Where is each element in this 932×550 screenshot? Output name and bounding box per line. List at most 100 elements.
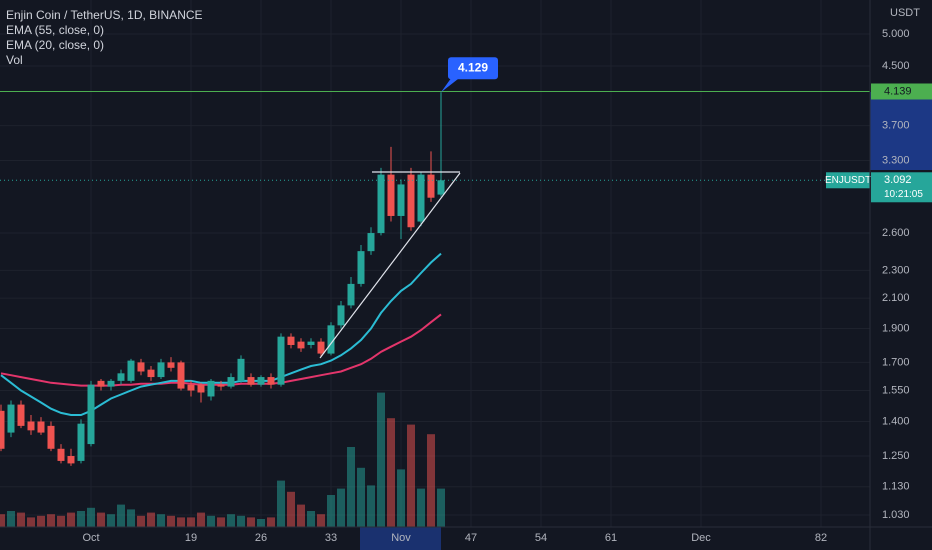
volume-bar xyxy=(387,418,395,527)
candle-body xyxy=(437,180,445,195)
candle-body xyxy=(207,380,215,397)
candle-body xyxy=(147,369,155,378)
candle-body xyxy=(47,425,55,449)
overlay: 4.139 ENJUSDT 3.092 10:21:05 4.129 xyxy=(0,57,932,203)
y-tick-label: 4.500 xyxy=(882,60,910,72)
candle-body xyxy=(307,341,315,345)
volume-bar xyxy=(367,485,375,527)
symbol-box xyxy=(826,172,870,189)
volume-bar xyxy=(437,488,445,527)
legend-entry: EMA (20, close, 0) xyxy=(6,38,104,52)
volume-pane xyxy=(0,392,445,527)
candles xyxy=(0,92,445,466)
candle-body xyxy=(57,448,65,461)
x-tick-label: Dec xyxy=(691,532,711,544)
candle-body xyxy=(367,233,375,252)
volume-bar xyxy=(187,517,195,527)
volume-bar xyxy=(47,514,55,527)
volume-bar xyxy=(127,509,135,527)
volume-bar xyxy=(237,515,245,527)
candle-body xyxy=(27,421,35,431)
callout-box xyxy=(448,57,498,80)
candle-body xyxy=(137,362,145,372)
volume-bar xyxy=(157,514,165,527)
time-range-highlight xyxy=(360,527,441,550)
chart-title: Enjin Coin / TetherUS, 1D, BINANCE xyxy=(6,8,203,22)
candle-body xyxy=(277,336,285,385)
price-range-highlight xyxy=(870,92,932,170)
candle-body xyxy=(187,384,195,391)
candle-body xyxy=(17,404,25,426)
x-tick-label: 33 xyxy=(325,532,337,544)
volume-bar xyxy=(417,488,425,527)
volume-bar xyxy=(327,495,335,527)
y-tick-label: 2.100 xyxy=(882,292,910,304)
x-tick-label: 54 xyxy=(535,532,547,544)
volume-bar xyxy=(107,514,115,527)
volume-bar xyxy=(167,515,175,527)
volume-bar xyxy=(67,512,75,527)
volume-bar xyxy=(427,434,435,527)
volume-bar xyxy=(87,507,95,527)
volume-bar xyxy=(407,424,415,527)
candle-body xyxy=(197,384,205,393)
last-price-label: 3.092 xyxy=(884,174,912,186)
price-unit: USDT xyxy=(890,7,920,19)
volume-bar xyxy=(137,515,145,527)
candle-body xyxy=(7,404,15,433)
volume-bar xyxy=(207,515,215,527)
candle-body xyxy=(377,174,385,234)
y-tick-label: 1.250 xyxy=(882,450,910,462)
x-tick-label: 82 xyxy=(815,532,827,544)
y-tick-label: 5.000 xyxy=(882,28,910,40)
y-tick-label: 1.900 xyxy=(882,322,910,334)
callout-pointer xyxy=(441,78,459,93)
y-tick-label: 2.600 xyxy=(882,227,910,239)
volume-bar xyxy=(337,488,345,527)
callout-label: 4.129 xyxy=(458,60,488,74)
candle-body xyxy=(0,410,5,449)
x-tick-label: 19 xyxy=(185,532,197,544)
candle-body xyxy=(177,362,185,389)
candle-body xyxy=(217,384,225,387)
candle-body xyxy=(417,174,425,222)
y-tick-label: 1.550 xyxy=(882,384,910,396)
volume-bar xyxy=(147,512,155,527)
volume-bar xyxy=(287,491,295,527)
y-tick-label: 1.400 xyxy=(882,415,910,427)
candle-body xyxy=(227,377,235,387)
candle-body xyxy=(117,373,125,381)
symbol-label: ENJUSDT xyxy=(825,175,871,186)
candle-body xyxy=(337,305,345,326)
hline-label: 4.139 xyxy=(884,85,912,97)
candle-body xyxy=(287,336,295,345)
y-tick-label: 2.300 xyxy=(882,264,910,276)
candle-body xyxy=(357,251,365,284)
trend-line xyxy=(319,172,461,359)
candle-body xyxy=(87,384,95,445)
x-tick-label: 47 xyxy=(465,532,477,544)
volume-bar xyxy=(217,517,225,527)
y-tick-label: 1.700 xyxy=(882,356,910,368)
last-price-box xyxy=(871,172,932,203)
volume-bar xyxy=(37,515,45,527)
volume-bar xyxy=(177,517,185,527)
x-tick-label: 61 xyxy=(605,532,617,544)
volume-bar xyxy=(307,511,315,527)
volume-bar xyxy=(267,517,275,527)
candle-body xyxy=(257,377,265,385)
x-tick-label: 26 xyxy=(255,532,267,544)
candle-body xyxy=(247,377,255,385)
candle-body xyxy=(67,456,75,464)
y-tick-label: 1.030 xyxy=(882,509,910,521)
candle-body xyxy=(37,421,45,433)
y-tick-label: 3.300 xyxy=(882,154,910,166)
x-tick-label: Nov xyxy=(391,532,411,544)
candle-body xyxy=(317,341,325,354)
volume-bar xyxy=(0,514,5,527)
candle-body xyxy=(107,380,115,387)
volume-bar xyxy=(247,517,255,527)
volume-bar xyxy=(7,511,15,527)
